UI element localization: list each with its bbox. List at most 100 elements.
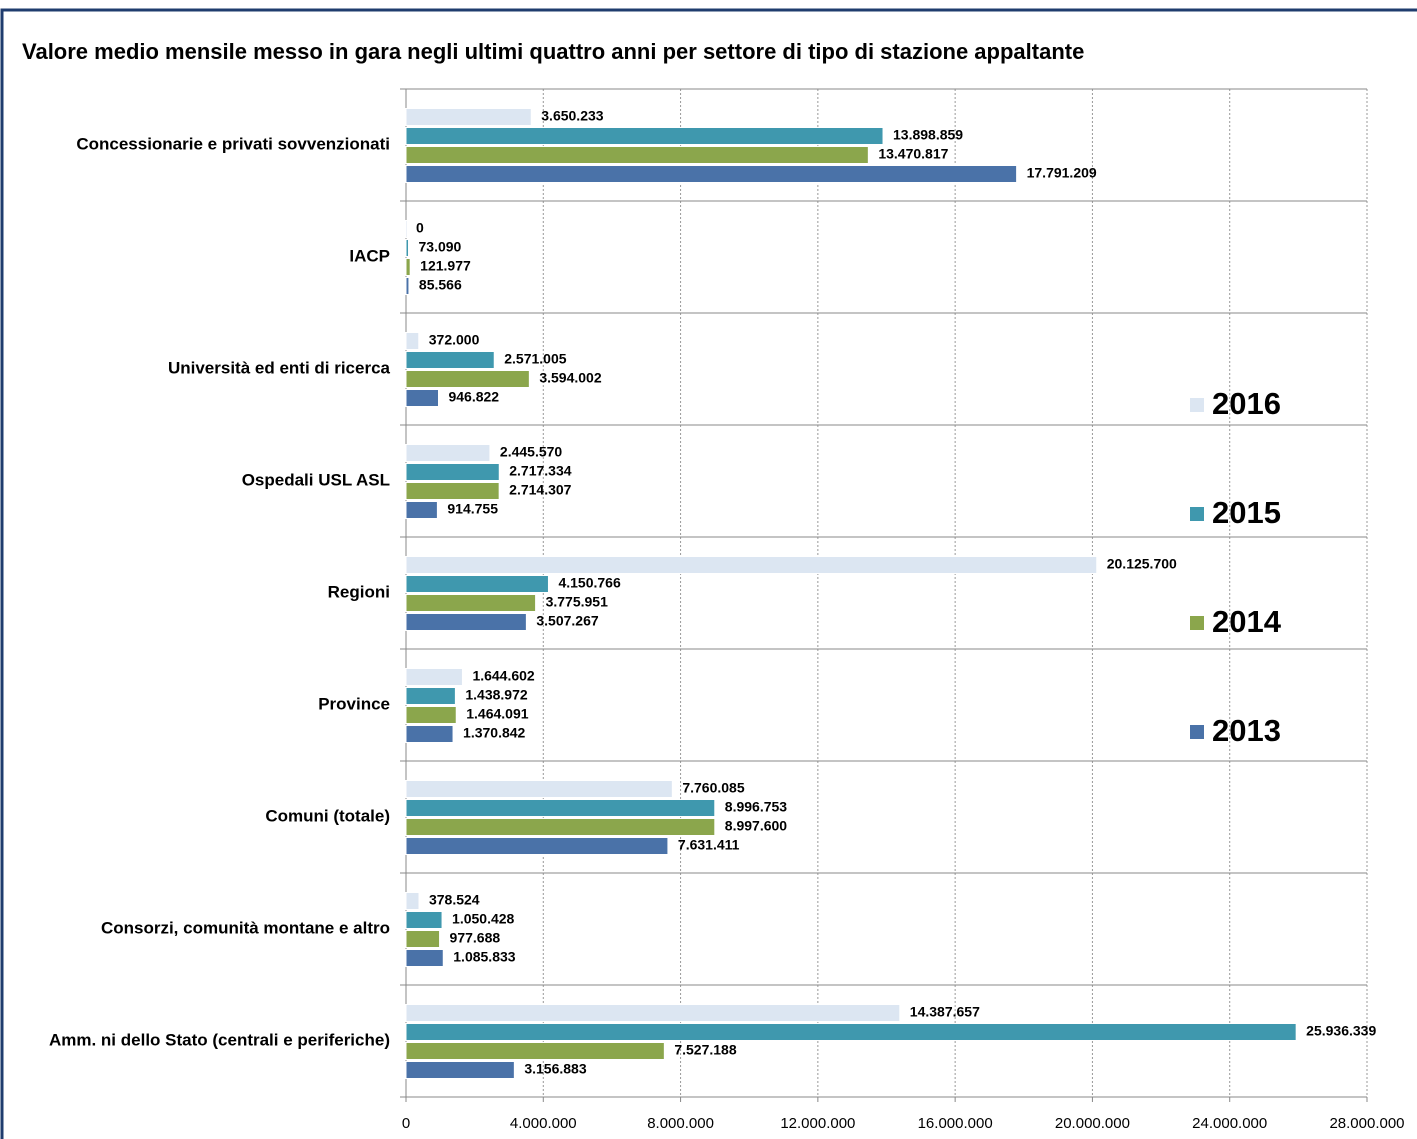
value-label: 73.090	[419, 239, 462, 255]
y-tick-label: Consorzi, comunità montane e altro	[101, 918, 390, 937]
x-tick-label: 24.000.000	[1192, 1115, 1267, 1132]
value-label: 2.714.307	[509, 482, 571, 498]
value-label: 3.594.002	[539, 370, 601, 386]
value-label: 1.644.602	[472, 668, 534, 684]
value-label: 85.566	[419, 277, 462, 293]
legend-label: 2014	[1212, 604, 1282, 639]
y-tick-label: Regioni	[328, 582, 390, 601]
x-tick-label: 8.000.000	[647, 1115, 714, 1132]
y-tick-label: IACP	[349, 246, 390, 265]
value-label: 121.977	[420, 258, 471, 274]
bar	[405, 239, 410, 257]
value-label: 14.387.657	[910, 1004, 980, 1020]
bar	[405, 482, 500, 500]
value-label: 1.085.833	[453, 949, 515, 965]
legend-label: 2013	[1212, 713, 1281, 748]
bar	[405, 799, 716, 817]
y-tick-label: Ospedali USL ASL	[242, 470, 390, 489]
bar	[405, 444, 491, 462]
bar	[405, 1023, 1297, 1041]
bar	[405, 332, 420, 350]
value-label: 7.527.188	[674, 1042, 736, 1058]
bar	[405, 165, 1018, 183]
bar	[405, 575, 549, 593]
value-label: 1.438.972	[465, 687, 527, 703]
frame	[0, 8, 1417, 1139]
bar	[405, 389, 439, 407]
bar	[405, 725, 454, 743]
x-tick-label: 16.000.000	[918, 1115, 993, 1132]
value-label: 25.936.339	[1306, 1023, 1376, 1039]
bar	[405, 277, 410, 295]
y-tick-label: Amm. ni dello Stato (centrali e periferi…	[49, 1030, 390, 1049]
value-label: 7.631.411	[678, 837, 740, 853]
chart-title: Valore medio mensile messo in gara negli…	[22, 39, 1084, 64]
x-tick-label: 4.000.000	[510, 1115, 577, 1132]
bar	[405, 258, 411, 276]
value-label: 372.000	[429, 332, 480, 348]
bar	[405, 780, 673, 798]
legend-swatch	[1190, 507, 1204, 521]
bar	[405, 146, 869, 164]
bar	[405, 613, 527, 631]
y-tick-label: Concessionarie e privati sovvenzionati	[76, 134, 390, 153]
bar	[405, 501, 438, 519]
y-tick-label: Università ed enti di ricerca	[168, 358, 391, 377]
value-label: 914.755	[447, 501, 498, 517]
bar	[405, 949, 444, 967]
bar	[405, 220, 408, 238]
bar	[405, 706, 457, 724]
legend-swatch	[1190, 725, 1204, 739]
legend-swatch	[1190, 398, 1204, 412]
legend-label: 2015	[1212, 495, 1281, 530]
x-tick-label: 20.000.000	[1055, 1115, 1130, 1132]
legend-label: 2016	[1212, 386, 1281, 421]
value-label: 13.470.817	[878, 146, 948, 162]
value-label: 0	[416, 220, 424, 236]
value-label: 13.898.859	[893, 127, 963, 143]
bar	[405, 1042, 665, 1060]
value-label: 1.464.091	[466, 706, 528, 722]
bar	[405, 1061, 515, 1079]
bar	[405, 556, 1098, 574]
value-label: 8.997.600	[725, 818, 787, 834]
x-tick-label: 28.000.000	[1329, 1115, 1404, 1132]
value-label: 977.688	[450, 930, 501, 946]
value-label: 1.050.428	[452, 911, 514, 927]
bar	[405, 594, 537, 612]
value-label: 1.370.842	[463, 725, 525, 741]
y-tick-label: Province	[318, 694, 390, 713]
legend-swatch	[1190, 616, 1204, 630]
bar	[405, 351, 495, 369]
bar	[405, 108, 532, 126]
bar	[405, 837, 669, 855]
bar	[405, 892, 420, 910]
value-label: 3.775.951	[546, 594, 608, 610]
value-label: 3.650.233	[541, 108, 603, 124]
bar	[405, 911, 443, 929]
bar	[405, 370, 530, 388]
value-label: 3.507.267	[536, 613, 598, 629]
value-label: 2.571.005	[504, 351, 566, 367]
bar	[405, 818, 716, 836]
value-label: 20.125.700	[1107, 556, 1177, 572]
bar	[405, 668, 463, 686]
value-label: 17.791.209	[1027, 165, 1097, 181]
x-tick-label: 12.000.000	[780, 1115, 855, 1132]
value-label: 378.524	[429, 892, 480, 908]
bar	[405, 930, 441, 948]
value-label: 7.760.085	[682, 780, 744, 796]
y-tick-label: Comuni (totale)	[265, 806, 390, 825]
bar	[405, 687, 456, 705]
value-label: 946.822	[448, 389, 499, 405]
bar	[405, 127, 884, 145]
value-label: 4.150.766	[558, 575, 620, 591]
x-tick-label: 0	[402, 1115, 410, 1132]
bar	[405, 463, 500, 481]
value-label: 2.445.570	[500, 444, 562, 460]
bar	[405, 1004, 901, 1022]
value-label: 8.996.753	[725, 799, 787, 815]
value-label: 3.156.883	[524, 1061, 586, 1077]
value-label: 2.717.334	[509, 463, 571, 479]
